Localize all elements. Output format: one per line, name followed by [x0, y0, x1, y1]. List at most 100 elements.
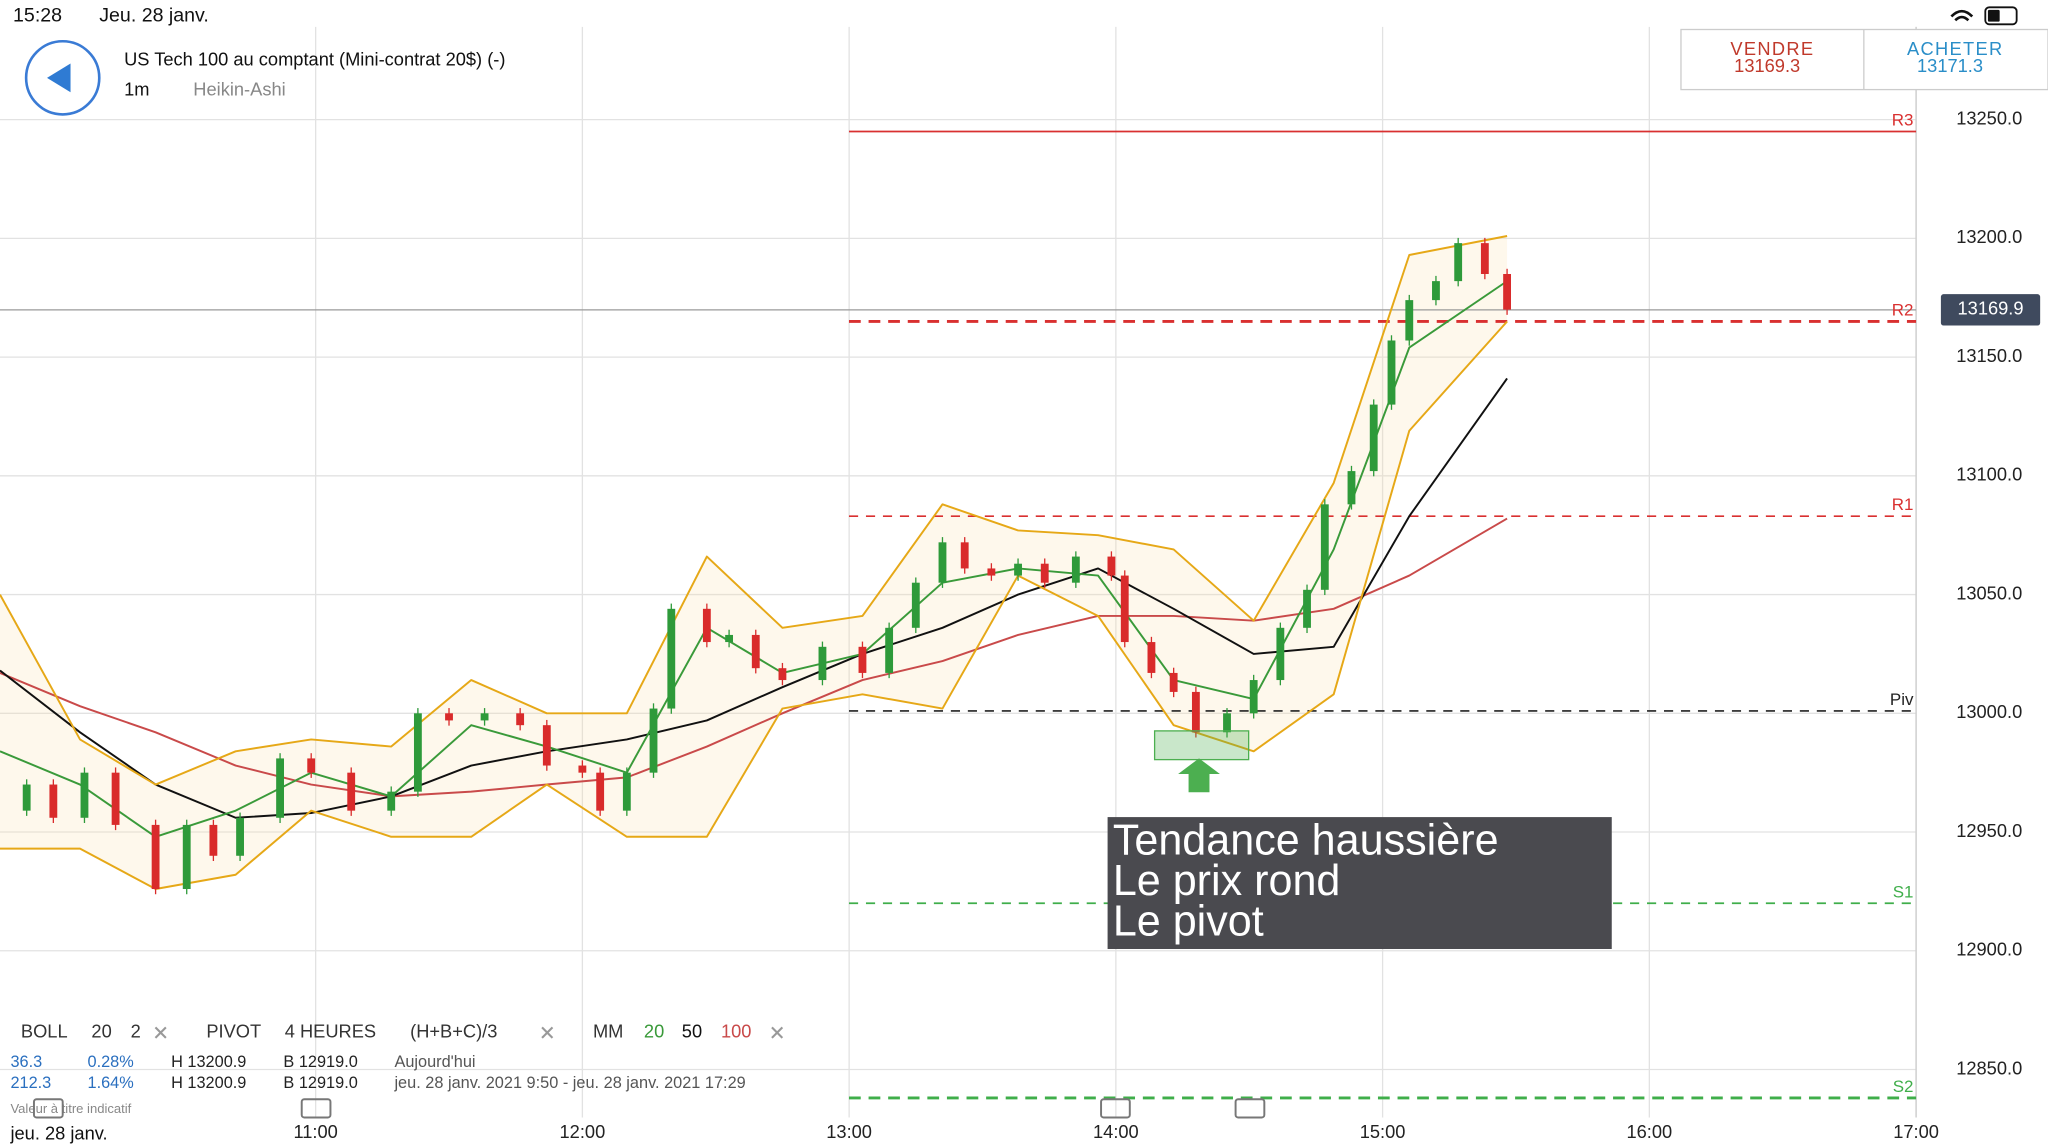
annotation-line: Tendance haussière — [1113, 817, 1499, 865]
candle — [22, 784, 31, 811]
sell-label: VENDRE — [1730, 38, 1814, 59]
y-tick-label: 13000.0 — [1956, 701, 2022, 722]
buy-button[interactable]: ACHETER 13171.3 — [1907, 38, 2003, 76]
candle — [1387, 340, 1396, 405]
candle — [938, 542, 947, 583]
indicator-line — [0, 280, 1508, 838]
stat-cell: H 13200.9 — [171, 1074, 246, 1092]
pivot-label: R1 — [1892, 495, 1914, 514]
status-time: 15:28 — [13, 5, 62, 27]
candle — [960, 542, 969, 569]
pivot-label: S2 — [1893, 1077, 1914, 1096]
candle — [751, 634, 760, 669]
indicator-param: 4 HEURES — [285, 1020, 376, 1041]
stat-cell: B 12919.0 — [283, 1053, 357, 1071]
indicator-line — [0, 517, 1508, 798]
x-tick-label: 11:00 — [293, 1121, 337, 1142]
stats: 36.3 0.28% H 13200.9 B 12919.0 Aujourd'hui 21… — [10, 1053, 745, 1092]
stat-cell: jeu. 28 janv. 2021 9:50 - jeu. 28 janv. … — [393, 1074, 745, 1092]
candle — [516, 713, 525, 726]
calendar-icons[interactable] — [32, 1098, 1266, 1119]
candle — [778, 668, 787, 681]
candle — [1120, 575, 1129, 643]
price-tag-label: 13169.9 — [1958, 298, 2024, 319]
candle — [1249, 680, 1258, 714]
candle — [445, 713, 453, 721]
pivot-label: Piv — [1890, 690, 1914, 709]
candle — [111, 772, 120, 825]
x-tick-label: 14:00 — [1093, 1121, 1139, 1142]
annotation-line: Le prix rond — [1113, 857, 1341, 905]
arrow — [1178, 758, 1220, 793]
candle — [1320, 504, 1329, 590]
indicator-param: 20 — [91, 1020, 111, 1041]
grid — [0, 26, 1917, 1118]
candle — [236, 817, 244, 856]
interval[interactable]: 1m — [124, 79, 149, 100]
candle — [858, 646, 867, 673]
candle — [49, 784, 58, 818]
y-tick-label: 13050.0 — [1956, 582, 2022, 603]
stat-cell: 36.3 — [10, 1053, 42, 1071]
indicator-param: 100 — [721, 1020, 751, 1041]
indicator-name[interactable]: BOLL — [21, 1020, 68, 1041]
indicator-param: (H+B+C)/3 — [410, 1020, 497, 1041]
candle — [725, 634, 734, 643]
annotation-line: Le pivot — [1113, 898, 1264, 946]
y-tick-label: 13200.0 — [1956, 226, 2022, 247]
pivot-label: R2 — [1892, 301, 1914, 320]
indicator-line — [0, 377, 1508, 819]
back-button[interactable] — [24, 39, 101, 116]
footer-date: jeu. 28 janv. — [9, 1122, 107, 1143]
candle — [885, 627, 894, 673]
candle — [1347, 471, 1356, 505]
candle — [151, 824, 160, 890]
sell-button[interactable]: VENDRE 13169.3 — [1730, 38, 1814, 76]
indicator-line — [0, 320, 1508, 890]
plot-area — [0, 130, 1917, 1100]
candle — [1147, 642, 1156, 673]
indicator-param: 2 — [131, 1020, 141, 1041]
candle — [1480, 243, 1489, 274]
indicator-name[interactable]: PIVOT — [206, 1020, 261, 1041]
candle — [1071, 556, 1080, 583]
candle — [667, 608, 676, 709]
candle — [347, 772, 356, 811]
y-tick-label: 12900.0 — [1956, 939, 2022, 960]
y-tick-label: 13150.0 — [1956, 345, 2022, 366]
stat-cell: B 12919.0 — [283, 1074, 357, 1092]
stat-cell: 1.64% — [88, 1074, 134, 1092]
quote-box — [1680, 28, 2048, 91]
candle — [307, 758, 316, 773]
candle — [1223, 713, 1231, 733]
x-tick-label: 12:00 — [560, 1121, 606, 1142]
indicator-param: 50 — [682, 1020, 702, 1041]
status-date: Jeu. 28 janv. — [99, 5, 209, 27]
candle — [987, 568, 996, 576]
indicator-name[interactable]: MM — [593, 1020, 623, 1041]
candle — [1107, 556, 1116, 576]
candle — [1303, 589, 1311, 628]
x-tick-label: 17:00 — [1893, 1121, 1939, 1142]
y-tick-label: 13250.0 — [1956, 107, 2022, 128]
candle — [1369, 404, 1378, 472]
candle — [480, 713, 489, 721]
candle — [1276, 627, 1285, 681]
buy-price: 13171.3 — [1917, 55, 1983, 76]
candle — [1405, 300, 1414, 341]
remove-icons[interactable] — [154, 1026, 784, 1039]
candle — [1503, 273, 1511, 310]
candle — [276, 758, 284, 818]
x-tick-label: 15:00 — [1360, 1121, 1406, 1142]
y-tick-label: 12850.0 — [1956, 1057, 2022, 1078]
candle — [542, 725, 551, 766]
candle — [1432, 281, 1440, 301]
pivot-label: S1 — [1893, 882, 1914, 901]
candle — [209, 824, 218, 856]
chart-style[interactable]: Heikin-Ashi — [193, 79, 285, 100]
indicator-line — [0, 235, 1508, 786]
candle — [622, 772, 631, 811]
candle — [1454, 243, 1463, 282]
